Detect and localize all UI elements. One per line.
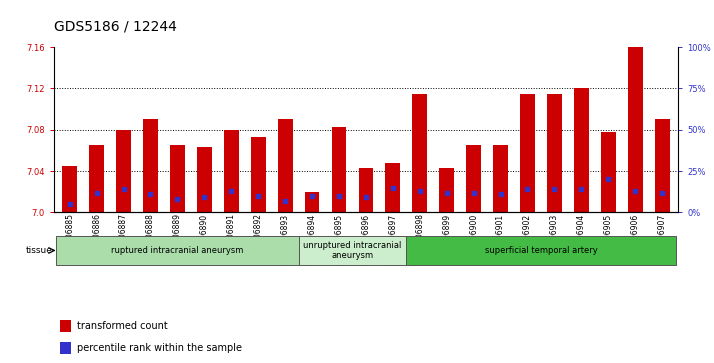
Text: GSM1306885: GSM1306885 [65, 213, 74, 264]
Bar [56, 236, 298, 265]
Text: GSM1306901: GSM1306901 [496, 213, 505, 265]
Bar [439, 168, 454, 212]
Bar [520, 94, 535, 212]
Bar [170, 145, 185, 212]
Bar [298, 236, 406, 265]
Text: GSM1306895: GSM1306895 [334, 213, 343, 265]
Text: unruptured intracranial
aneurysm: unruptured intracranial aneurysm [303, 241, 402, 260]
Text: GSM1306899: GSM1306899 [442, 213, 451, 265]
Text: ruptured intracranial aneurysm: ruptured intracranial aneurysm [111, 246, 243, 255]
Bar [331, 127, 346, 212]
Bar [655, 119, 670, 212]
Bar [547, 94, 562, 212]
Bar [60, 342, 71, 354]
Bar [60, 320, 71, 332]
Bar [251, 137, 266, 212]
Text: GSM1306893: GSM1306893 [281, 213, 290, 265]
Text: GSM1306889: GSM1306889 [173, 213, 182, 264]
Bar [305, 192, 319, 212]
Text: GSM1306888: GSM1306888 [146, 213, 155, 264]
Text: GSM1306902: GSM1306902 [523, 213, 532, 265]
Bar [628, 47, 643, 212]
Text: tissue: tissue [26, 246, 53, 255]
Bar [62, 166, 77, 212]
Text: superficial temporal artery: superficial temporal artery [485, 246, 598, 255]
Bar [224, 130, 238, 212]
Text: GDS5186 / 12244: GDS5186 / 12244 [54, 20, 176, 34]
Text: GSM1306891: GSM1306891 [227, 213, 236, 264]
Text: GSM1306896: GSM1306896 [361, 213, 371, 265]
Bar [358, 168, 373, 212]
Text: GSM1306897: GSM1306897 [388, 213, 398, 265]
Bar [89, 145, 104, 212]
Bar [493, 145, 508, 212]
Bar [197, 147, 212, 212]
Bar [574, 89, 589, 212]
Bar [406, 236, 675, 265]
Text: GSM1306905: GSM1306905 [604, 213, 613, 265]
Text: GSM1306894: GSM1306894 [308, 213, 316, 265]
Bar [601, 132, 615, 212]
Text: GSM1306900: GSM1306900 [469, 213, 478, 265]
Text: GSM1306906: GSM1306906 [630, 213, 640, 265]
Bar [116, 130, 131, 212]
Bar [386, 163, 401, 212]
Bar [413, 94, 427, 212]
Bar [466, 145, 481, 212]
Text: GSM1306903: GSM1306903 [550, 213, 559, 265]
Text: percentile rank within the sample: percentile rank within the sample [77, 343, 242, 352]
Text: GSM1306886: GSM1306886 [92, 213, 101, 264]
Text: GSM1306892: GSM1306892 [253, 213, 263, 264]
Text: GSM1306890: GSM1306890 [200, 213, 209, 265]
Bar [143, 119, 158, 212]
Text: GSM1306887: GSM1306887 [119, 213, 128, 264]
Text: transformed count: transformed count [77, 321, 168, 331]
Text: GSM1306904: GSM1306904 [577, 213, 586, 265]
Text: GSM1306907: GSM1306907 [658, 213, 667, 265]
Text: GSM1306898: GSM1306898 [416, 213, 424, 264]
Bar [278, 119, 293, 212]
